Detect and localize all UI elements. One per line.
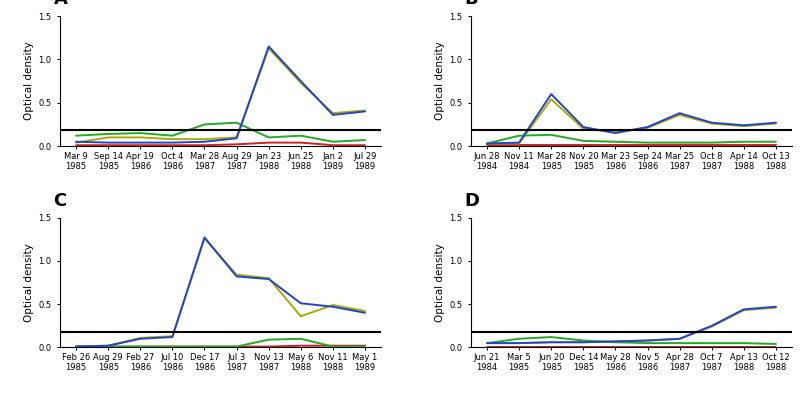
Text: A: A [54,0,67,8]
Y-axis label: Optical density: Optical density [435,42,446,120]
Y-axis label: Optical density: Optical density [24,42,34,120]
Text: D: D [465,192,479,210]
Text: C: C [54,192,67,210]
Y-axis label: Optical density: Optical density [435,243,446,322]
Y-axis label: Optical density: Optical density [24,243,34,322]
Text: B: B [465,0,478,8]
